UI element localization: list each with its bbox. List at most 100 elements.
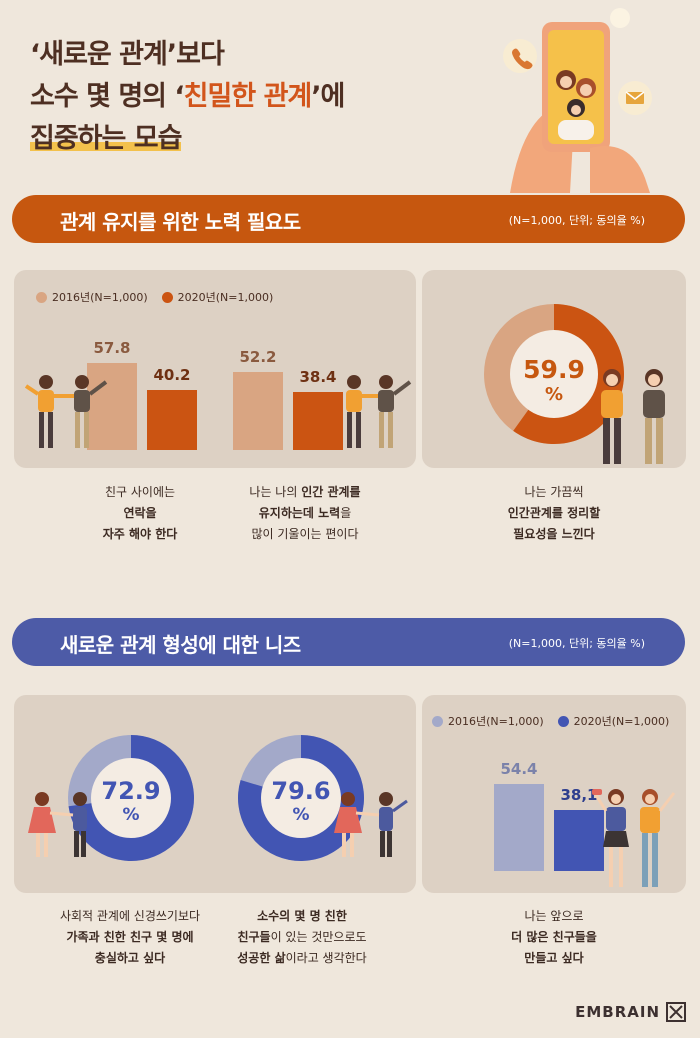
caption-line: 나는 나의 인간 관계를 bbox=[205, 482, 405, 503]
section1-title: 관계 유지를 위한 노력 필요도 bbox=[60, 210, 301, 234]
section2-legend: 2016년(N=1,000) 2020년(N=1,000) bbox=[432, 713, 669, 729]
bar-g1-2020 bbox=[147, 389, 197, 450]
bar-g1-2016 bbox=[87, 363, 137, 450]
bar-g2-2020 bbox=[293, 392, 343, 450]
friends-cheering-illustration bbox=[592, 789, 676, 887]
legend-label-2020: 2020년(N=1,000) bbox=[573, 715, 670, 728]
title-underlined-text: 집중하는 모습 bbox=[30, 123, 182, 154]
title-line-1: ‘새로운 관계’보다 bbox=[30, 39, 225, 70]
caption-text: 이 있는 것만으로도 bbox=[270, 930, 367, 944]
bar-2016-label: 54.4 bbox=[500, 759, 538, 778]
donut-hole bbox=[510, 330, 598, 418]
bar-g2-2016-label: 52.2 bbox=[239, 347, 277, 366]
section1-caption-2: 나는 나의 인간 관계를 유지하는데 노력을 많이 기울이는 편이다 bbox=[205, 482, 405, 545]
friends-waving-illustration bbox=[24, 375, 108, 448]
section1-donut-chart bbox=[484, 304, 624, 444]
page-title: ‘새로운 관계’보다 소수 몇 명의 ‘친밀한 관계’에 집중하는 모습 bbox=[30, 34, 345, 160]
caption-line: 나는 가끔씩 bbox=[524, 485, 584, 499]
donut-unit: % bbox=[122, 805, 140, 825]
title-line-2-pre: 소수 몇 명의 ‘ bbox=[30, 81, 185, 112]
couple-standing-illustration bbox=[601, 369, 665, 464]
donut-unit: % bbox=[292, 805, 310, 825]
caption-bold: 친구들 bbox=[237, 930, 271, 944]
bar-g1-2016-label: 57.8 bbox=[93, 339, 131, 358]
caption-line: 자주 해야 한다 bbox=[60, 524, 220, 545]
friends-handshake-illustration-2 bbox=[334, 792, 408, 857]
caption-line: 소수의 몇 명 친한 bbox=[212, 906, 392, 927]
caption-line: 성공한 삶이라고 생각한다 bbox=[212, 948, 392, 969]
caption-bold: 인간관계를 정리할 bbox=[507, 506, 601, 520]
caption-text: 나는 나의 bbox=[249, 485, 302, 499]
caption-bold: 충실하고 싶다 bbox=[94, 951, 166, 965]
legend-dot-2020 bbox=[557, 715, 569, 727]
section2-donut2-value: 79.6 % bbox=[261, 778, 341, 826]
caption-bold: 연락을 bbox=[123, 506, 157, 520]
caption-bold: 성공한 삶 bbox=[237, 951, 286, 965]
brand-name: EMBRAIN bbox=[575, 1003, 660, 1021]
phone-call-icon bbox=[503, 39, 537, 73]
bar-2020 bbox=[554, 810, 604, 871]
donut-number: 79.6 bbox=[271, 777, 331, 805]
caption-bold: 유지하는데 노력 bbox=[258, 506, 341, 520]
caption-bold: 가족과 친한 친구 몇 명에 bbox=[66, 930, 194, 944]
donut-unit: % bbox=[544, 384, 564, 405]
section2-donut-chart-2 bbox=[238, 735, 364, 861]
donut-hole bbox=[91, 758, 171, 838]
caption-text: 을 bbox=[340, 506, 352, 520]
section2-caption-3: 나는 앞으로 더 많은 친구들을 만들고 싶다 bbox=[474, 906, 634, 969]
embrain-logo-icon bbox=[666, 1002, 686, 1022]
legend-dot-2020 bbox=[161, 291, 173, 303]
section1-donut-card: 59.9 % bbox=[422, 270, 686, 468]
section2-donut-chart-1 bbox=[68, 735, 194, 861]
title-highlight: 친밀한 관계 bbox=[183, 81, 313, 112]
friends-handshake-illustration bbox=[28, 792, 87, 857]
title-line-2-post: ’에 bbox=[311, 81, 345, 112]
section1-banner: 관계 유지를 위한 노력 필요도 (N=1,000, 단위; 동의율 %) bbox=[12, 195, 685, 243]
bar-2020-label: 38,1 bbox=[560, 786, 598, 805]
section2-note: (N=1,000, 단위; 동의율 %) bbox=[508, 637, 645, 650]
hero-phone-illustration bbox=[503, 8, 652, 193]
legend-label-2016: 2016년(N=1,000) bbox=[52, 291, 148, 304]
section1-bar-card: 2016년(N=1,000) 2020년(N=1,000) 57.8 40.2 52… bbox=[14, 270, 416, 468]
legend-dot-2016 bbox=[432, 715, 443, 727]
donut-number: 72.9 bbox=[101, 777, 161, 805]
title-line-2: 소수 몇 명의 ‘친밀한 관계’에 bbox=[30, 76, 345, 118]
section1-note: (N=1,000, 단위; 동의율 %) bbox=[508, 214, 645, 227]
caption-line: 충실하고 싶다 bbox=[40, 948, 220, 969]
bar-g2-2016 bbox=[233, 371, 283, 450]
caption-line: 만들고 싶다 bbox=[474, 948, 634, 969]
friends-waving-illustration-2 bbox=[346, 375, 412, 448]
section2-caption-1: 사회적 관계에 신경쓰기보다 가족과 친한 친구 몇 명에 충실하고 싶다 bbox=[40, 906, 220, 969]
donut-hole bbox=[261, 758, 341, 838]
caption-line: 필요성을 느낀다 bbox=[474, 524, 634, 545]
caption-line: 많이 기울이는 편이다 bbox=[251, 527, 359, 541]
section2-donut1-value: 72.9 % bbox=[91, 778, 171, 826]
section1-legend: 2016년(N=1,000) 2020년(N=1,000) bbox=[36, 289, 287, 305]
legend-label-2020: 2020년(N=1,000) bbox=[177, 291, 274, 304]
caption-text: 이라고 생각한다 bbox=[285, 951, 367, 965]
section1-caption-3: 나는 가끔씩 인간관계를 정리할 필요성을 느낀다 bbox=[474, 482, 634, 545]
section2-caption-2: 소수의 몇 명 친한 친구들이 있는 것만으로도 성공한 삶이라고 생각한다 bbox=[212, 906, 392, 969]
caption-line: 친구 사이에는 bbox=[104, 485, 176, 499]
caption-bold: 인간 관계를 bbox=[301, 485, 361, 499]
section2-donut-card: 72.9 % 79.6 % bbox=[14, 695, 416, 893]
bar-g1-2020-label: 40.2 bbox=[153, 365, 191, 384]
section1-donut-value: 59.9 % bbox=[514, 356, 594, 406]
caption-bold: 필요성을 느낀다 bbox=[513, 527, 595, 541]
donut-number: 59.9 bbox=[523, 355, 585, 384]
caption-bold: 소수의 몇 명 친한 bbox=[257, 909, 347, 923]
caption-line: 사회적 관계에 신경쓰기보다 bbox=[59, 909, 201, 923]
legend-dot-2016 bbox=[36, 291, 47, 303]
caption-line: 인간관계를 정리할 bbox=[474, 503, 634, 524]
caption-line: 나는 앞으로 bbox=[524, 909, 584, 923]
title-line-3: 집중하는 모습 bbox=[30, 118, 344, 160]
legend-label-2016: 2016년(N=1,000) bbox=[448, 715, 544, 728]
caption-line: 가족과 친한 친구 몇 명에 bbox=[40, 927, 220, 948]
section2-title: 새로운 관계 형성에 대한 니즈 bbox=[60, 633, 301, 657]
caption-line: 친구들이 있는 것만으로도 bbox=[212, 927, 392, 948]
bar-2016 bbox=[494, 783, 544, 871]
section1-caption-1: 친구 사이에는 연락을 자주 해야 한다 bbox=[60, 482, 220, 545]
section2-banner: 새로운 관계 형성에 대한 니즈 (N=1,000, 단위; 동의율 %) bbox=[12, 618, 685, 666]
brand-logo: EMBRAIN bbox=[575, 1002, 686, 1022]
bar-g2-2020-label: 38.4 bbox=[299, 368, 337, 387]
